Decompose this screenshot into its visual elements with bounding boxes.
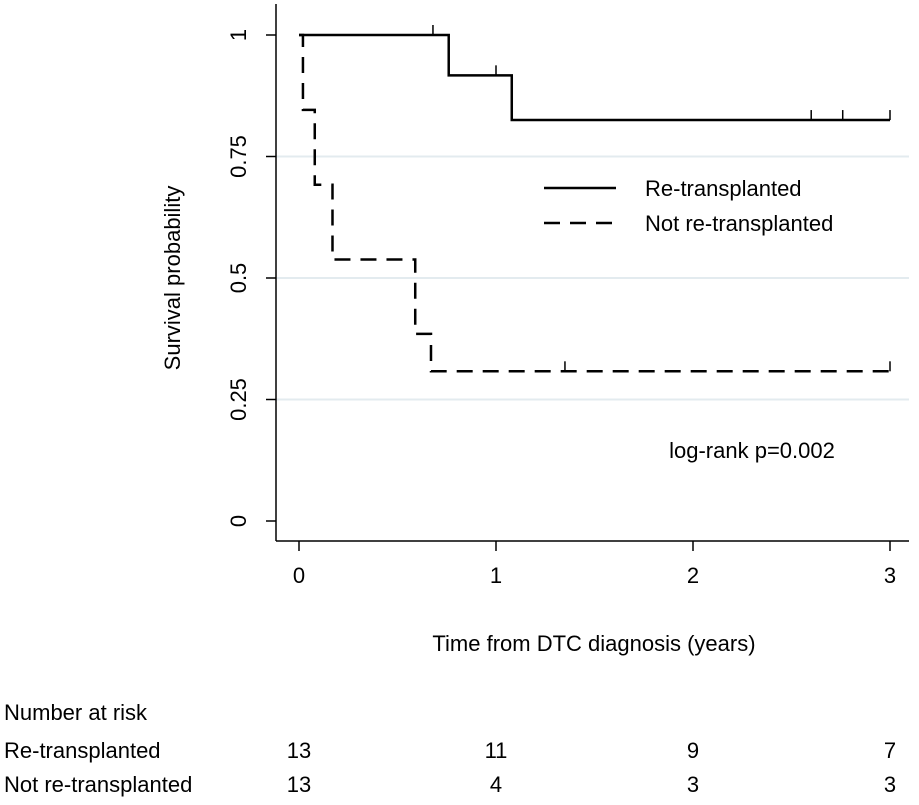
x-tick-label: 0	[293, 563, 305, 588]
log-rank-annotation: log-rank p=0.002	[669, 438, 835, 463]
gridlines	[276, 155, 909, 401]
y-tick-label: 1	[226, 29, 251, 41]
legend-label: Re-transplanted	[645, 176, 802, 201]
legend-label: Not re-transplanted	[645, 211, 833, 236]
x-tick-label: 2	[687, 563, 699, 588]
legend: Re-transplanted Not re-transplanted	[544, 176, 833, 236]
y-tick-label: 0.75	[226, 135, 251, 178]
risk-row-label: Re-transplanted	[4, 738, 161, 763]
y-tick-label: 0	[226, 515, 251, 527]
x-tick-label: 3	[884, 563, 896, 588]
risk-count: 9	[687, 738, 699, 763]
risk-table-title: Number at risk	[4, 700, 148, 725]
risk-count: 4	[490, 772, 502, 797]
y-axis-title: Survival probability	[160, 186, 185, 371]
survival-curves	[299, 25, 891, 373]
y-tick-label: 0.25	[226, 378, 251, 421]
number-at-risk-table: Number at risk Re-transplanted 13 11 9 7 Not …	[4, 700, 896, 797]
risk-count: 13	[287, 738, 311, 763]
x-axis-title: Time from DTC diagnosis (years)	[432, 631, 755, 656]
x-tick-label: 1	[490, 563, 502, 588]
risk-row-label: Not re-transplanted	[4, 772, 192, 797]
risk-count: 11	[485, 738, 508, 763]
series-line-not-re-transplanted	[299, 33, 890, 373]
axes: 0 0.25 0.5 0.75 1 0 1 2 3	[226, 4, 909, 588]
risk-count: 3	[884, 772, 896, 797]
risk-count: 13	[287, 772, 311, 797]
series-line-re-transplanted	[299, 33, 890, 122]
risk-count: 3	[687, 772, 699, 797]
y-tick-label: 0.5	[226, 263, 251, 294]
risk-count: 7	[884, 738, 896, 763]
